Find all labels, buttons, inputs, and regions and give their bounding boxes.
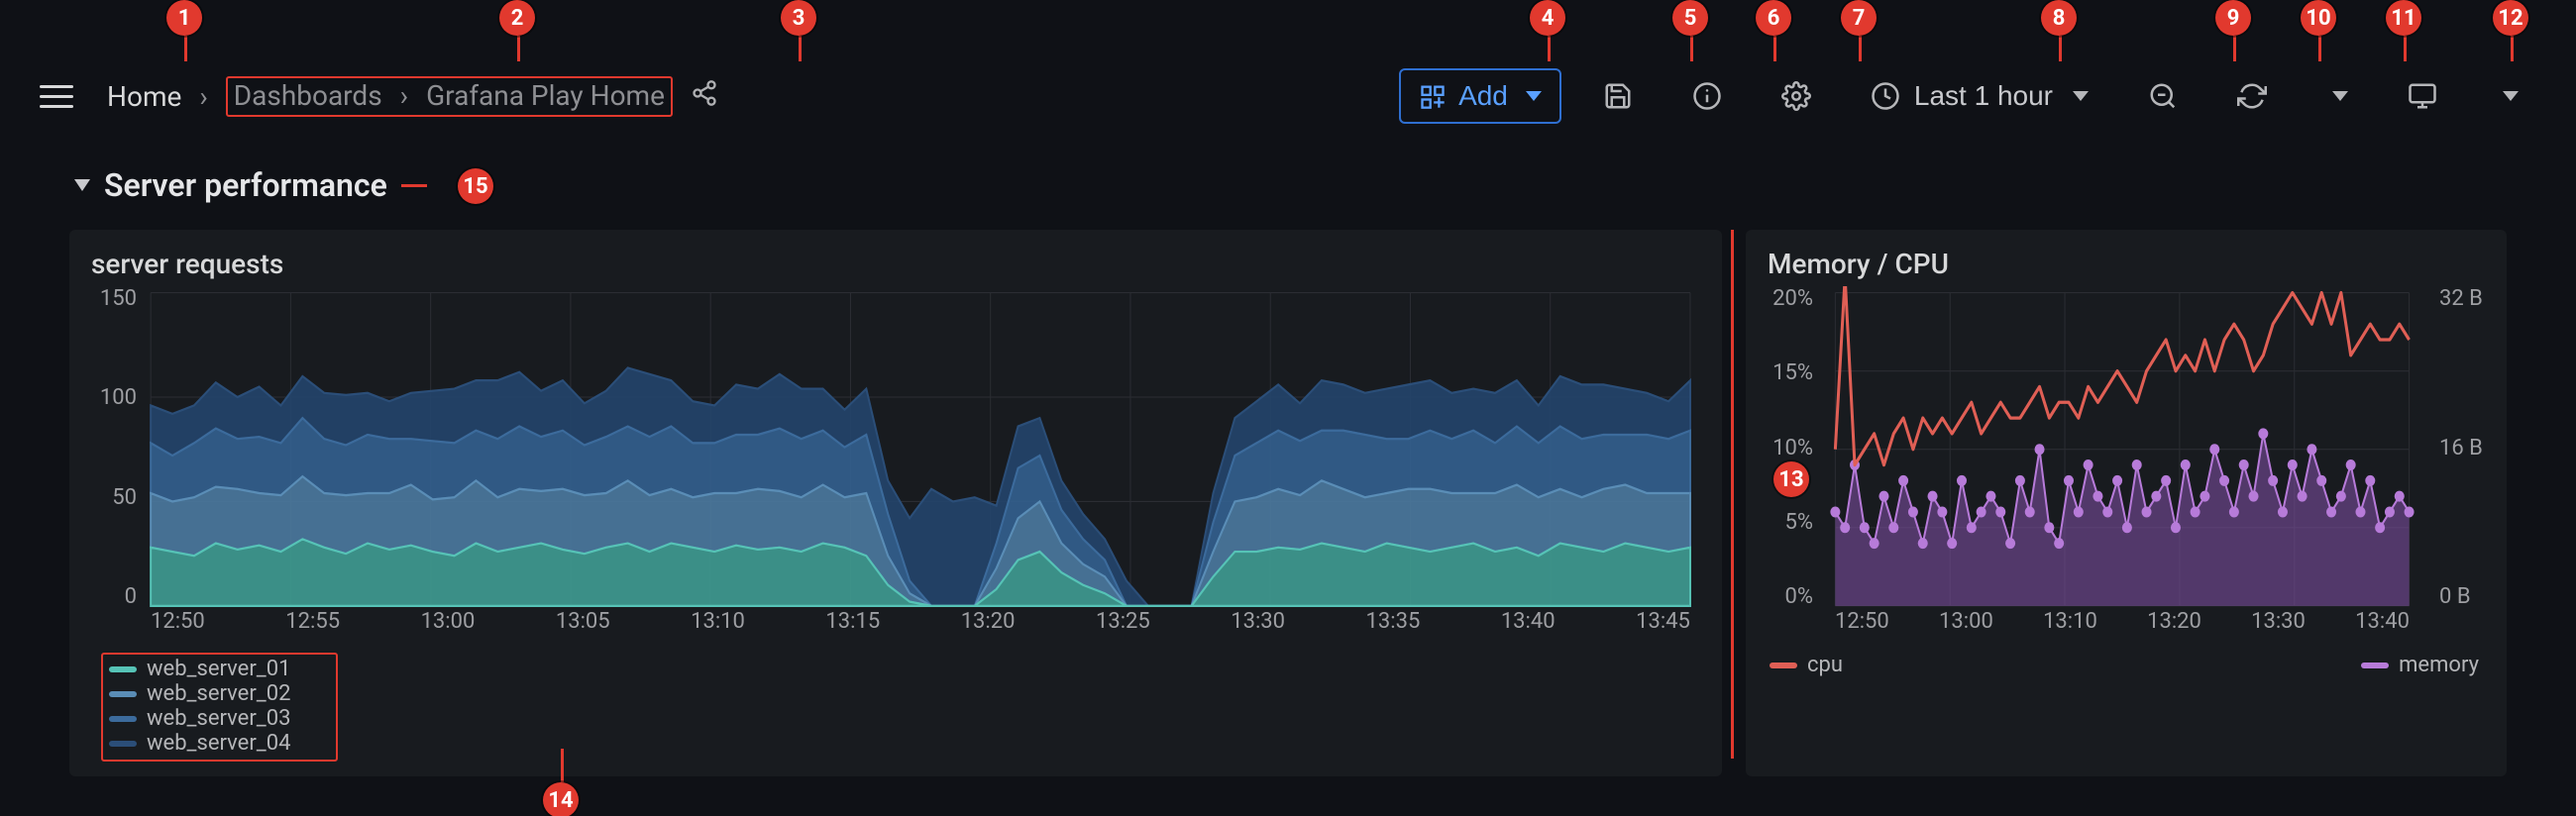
legend-label: web_server_02 bbox=[147, 681, 290, 706]
callout-connector bbox=[1548, 36, 1551, 61]
legend-item[interactable]: web_server_02 bbox=[109, 681, 290, 706]
breadcrumb: Home › Dashboards › Grafana Play Home bbox=[107, 76, 718, 117]
row-toggle[interactable]: Server performance bbox=[74, 166, 427, 204]
chevron-down-icon bbox=[2332, 91, 2348, 101]
time-range-button[interactable]: Last 1 hour bbox=[1853, 70, 2106, 122]
legend-swatch bbox=[109, 691, 137, 697]
legend-swatch bbox=[109, 741, 137, 747]
legend-label: cpu bbox=[1807, 653, 1843, 677]
callout-10: 10 bbox=[2301, 0, 2336, 36]
legend-item[interactable]: cpu bbox=[1770, 653, 1843, 677]
view-mode-button[interactable] bbox=[2479, 81, 2536, 111]
callout-1: 1 bbox=[166, 0, 202, 36]
callout-connector bbox=[401, 184, 427, 187]
callout-connector bbox=[2318, 36, 2321, 61]
legend: cpu memory bbox=[1768, 641, 2485, 677]
callout-connector bbox=[184, 36, 187, 61]
legend-swatch bbox=[109, 716, 137, 722]
add-button[interactable]: Add bbox=[1399, 68, 1561, 124]
callout-connector bbox=[799, 36, 802, 61]
callout-connector bbox=[1859, 36, 1862, 61]
panel-title: Memory / CPU bbox=[1768, 248, 2485, 280]
gear-icon bbox=[1781, 81, 1811, 111]
save-button[interactable] bbox=[1585, 71, 1651, 121]
callout-connector bbox=[2059, 36, 2062, 61]
refresh-interval-button[interactable] bbox=[2308, 81, 2366, 111]
chevron-right-icon: › bbox=[400, 79, 408, 112]
callout-6: 6 bbox=[1756, 0, 1791, 36]
menu-toggle-button[interactable] bbox=[40, 74, 83, 118]
clock-icon bbox=[1871, 81, 1900, 111]
dashboard-insights-button[interactable] bbox=[1674, 71, 1740, 121]
callout-connector bbox=[1731, 230, 1734, 759]
callout-connector bbox=[2511, 36, 2514, 61]
legend: web_server_01web_server_02web_server_03w… bbox=[91, 641, 1700, 762]
share-icon[interactable] bbox=[691, 79, 718, 114]
callout-8: 8 bbox=[2041, 0, 2077, 36]
callout-15: 15 bbox=[458, 168, 493, 204]
chart-server-requests[interactable]: 150100500 12:5012:5513:0013:0513:1013:15… bbox=[91, 286, 1700, 641]
legend-swatch bbox=[1770, 663, 1797, 668]
callout-connector bbox=[1773, 36, 1776, 61]
callout-14: 14 bbox=[543, 782, 579, 816]
zoom-out-button[interactable] bbox=[2130, 71, 2196, 121]
legend-label: web_server_01 bbox=[147, 657, 290, 681]
info-icon bbox=[1692, 81, 1722, 111]
legend-item[interactable]: memory bbox=[2361, 653, 2479, 677]
callout-connector bbox=[2404, 36, 2407, 61]
callout-13: 13 bbox=[1773, 461, 1809, 497]
settings-button[interactable] bbox=[1764, 71, 1829, 121]
chevron-down-icon bbox=[1526, 91, 1542, 101]
legend-label: memory bbox=[2399, 653, 2479, 677]
chevron-down-icon bbox=[2503, 91, 2519, 101]
refresh-icon bbox=[2237, 81, 2267, 111]
callout-2: 2 bbox=[499, 0, 535, 36]
breadcrumb-home[interactable]: Home bbox=[107, 80, 181, 113]
callout-3: 3 bbox=[781, 0, 816, 36]
time-range-label: Last 1 hour bbox=[1914, 80, 2053, 112]
zoom-out-icon bbox=[2148, 81, 2178, 111]
chevron-down-icon bbox=[74, 179, 90, 191]
legend-swatch bbox=[2361, 663, 2389, 668]
panel-add-icon bbox=[1419, 82, 1447, 110]
x-axis-labels: 12:5013:0013:1013:2013:3013:40 bbox=[1835, 609, 2410, 637]
callout-4: 4 bbox=[1530, 0, 1565, 36]
callout-7: 7 bbox=[1841, 0, 1877, 36]
save-icon bbox=[1603, 81, 1633, 111]
header: Home › Dashboards › Grafana Play Home Ad… bbox=[40, 61, 2536, 131]
callout-connector bbox=[517, 36, 520, 61]
breadcrumb-dashboards[interactable]: Dashboards bbox=[234, 79, 382, 112]
panel-server-requests[interactable]: server requests 150100500 12:5012:5513:0… bbox=[69, 230, 1722, 776]
callout-11: 11 bbox=[2386, 0, 2421, 36]
chart-memory-cpu[interactable]: 20%15%10%5%0% 32 B16 B0 B 12:5013:0013:1… bbox=[1768, 286, 2485, 641]
panel-memory-cpu[interactable]: Memory / CPU 20%15%10%5%0% 32 B16 B0 B 1… bbox=[1746, 230, 2507, 776]
kiosk-mode-button[interactable] bbox=[2390, 71, 2455, 121]
callout-connector bbox=[1690, 36, 1693, 61]
row-title-label: Server performance bbox=[104, 166, 387, 204]
chevron-right-icon: › bbox=[199, 80, 207, 113]
callout-connector bbox=[561, 749, 564, 782]
monitor-icon bbox=[2408, 81, 2437, 111]
callout-12: 12 bbox=[2493, 0, 2528, 36]
x-axis-labels: 12:5012:5513:0013:0513:1013:1513:2013:25… bbox=[151, 609, 1690, 637]
callout-5: 5 bbox=[1672, 0, 1708, 36]
callout-9: 9 bbox=[2215, 0, 2251, 36]
breadcrumb-current[interactable]: Grafana Play Home bbox=[426, 79, 665, 112]
legend-swatch bbox=[109, 666, 137, 672]
legend-item[interactable]: web_server_01 bbox=[109, 657, 290, 681]
legend-item[interactable]: web_server_03 bbox=[109, 706, 290, 731]
chevron-down-icon bbox=[2073, 91, 2089, 101]
legend-label: web_server_04 bbox=[147, 731, 290, 756]
add-button-label: Add bbox=[1458, 80, 1508, 112]
panel-title: server requests bbox=[91, 248, 1700, 280]
callout-connector bbox=[2233, 36, 2236, 61]
legend-label: web_server_03 bbox=[147, 706, 290, 731]
legend-item[interactable]: web_server_04 bbox=[109, 731, 290, 756]
refresh-button[interactable] bbox=[2219, 71, 2285, 121]
